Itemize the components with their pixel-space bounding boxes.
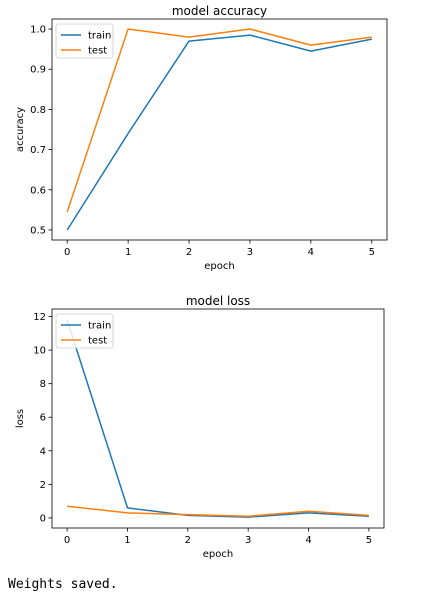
x-tick-label: 3: [245, 535, 251, 546]
x-tick-label: 5: [369, 247, 375, 258]
x-tick-label: 1: [124, 535, 130, 546]
x-tick-label: 5: [366, 535, 372, 546]
x-axis-label: epoch: [203, 549, 233, 560]
x-tick-label: 0: [64, 247, 70, 258]
y-tick-label: 0.8: [30, 105, 46, 116]
chart-accuracy: model accuracy 0 1 2 3 4 5 0.5 0.6 0.7 0.8 0.9 1.0 ep…: [15, 4, 388, 272]
y-tick-label: 10: [33, 346, 46, 357]
plot-frame: [51, 308, 385, 529]
y-tick-label: 6: [40, 413, 46, 424]
y-axis-label: accuracy: [15, 107, 26, 152]
y-tick-label: 0: [40, 513, 46, 524]
x-axis-label: epoch: [204, 261, 234, 272]
y-tick-label: 12: [33, 312, 46, 323]
y-tick-label: 0.5: [30, 225, 46, 236]
series-line-train: [66, 34, 372, 231]
x-tick-label: 4: [305, 535, 311, 546]
x-tick-label: 0: [64, 535, 70, 546]
y-tick-label: 0.7: [30, 145, 46, 156]
y-tick-label: 0.6: [30, 185, 46, 196]
x-tick-label: 2: [186, 247, 192, 258]
x-tick-label: 4: [308, 247, 314, 258]
chart-title: model accuracy: [172, 4, 267, 18]
y-tick-label: 0.9: [30, 65, 46, 76]
plot-frame: [51, 18, 388, 241]
y-tick-label: 4: [40, 446, 46, 457]
x-tick-label: 2: [185, 535, 191, 546]
series-line-train: [66, 319, 369, 518]
legend-label-train: train: [88, 31, 111, 42]
output-text: Weights saved.: [8, 577, 118, 592]
legend-label-train: train: [88, 321, 111, 332]
y-tick-label: 1.0: [30, 25, 46, 36]
x-tick-label: 1: [125, 247, 131, 258]
legend-label-test: test: [88, 336, 107, 347]
chart-title: model loss: [186, 294, 250, 308]
legend-label-test: test: [88, 46, 107, 57]
x-tick-label: 3: [247, 247, 253, 258]
series-line-test: [67, 505, 369, 518]
y-tick-label: 8: [40, 379, 46, 390]
series-line-test: [66, 28, 372, 213]
y-tick-label: 2: [40, 480, 46, 491]
y-axis-label: loss: [15, 409, 26, 428]
